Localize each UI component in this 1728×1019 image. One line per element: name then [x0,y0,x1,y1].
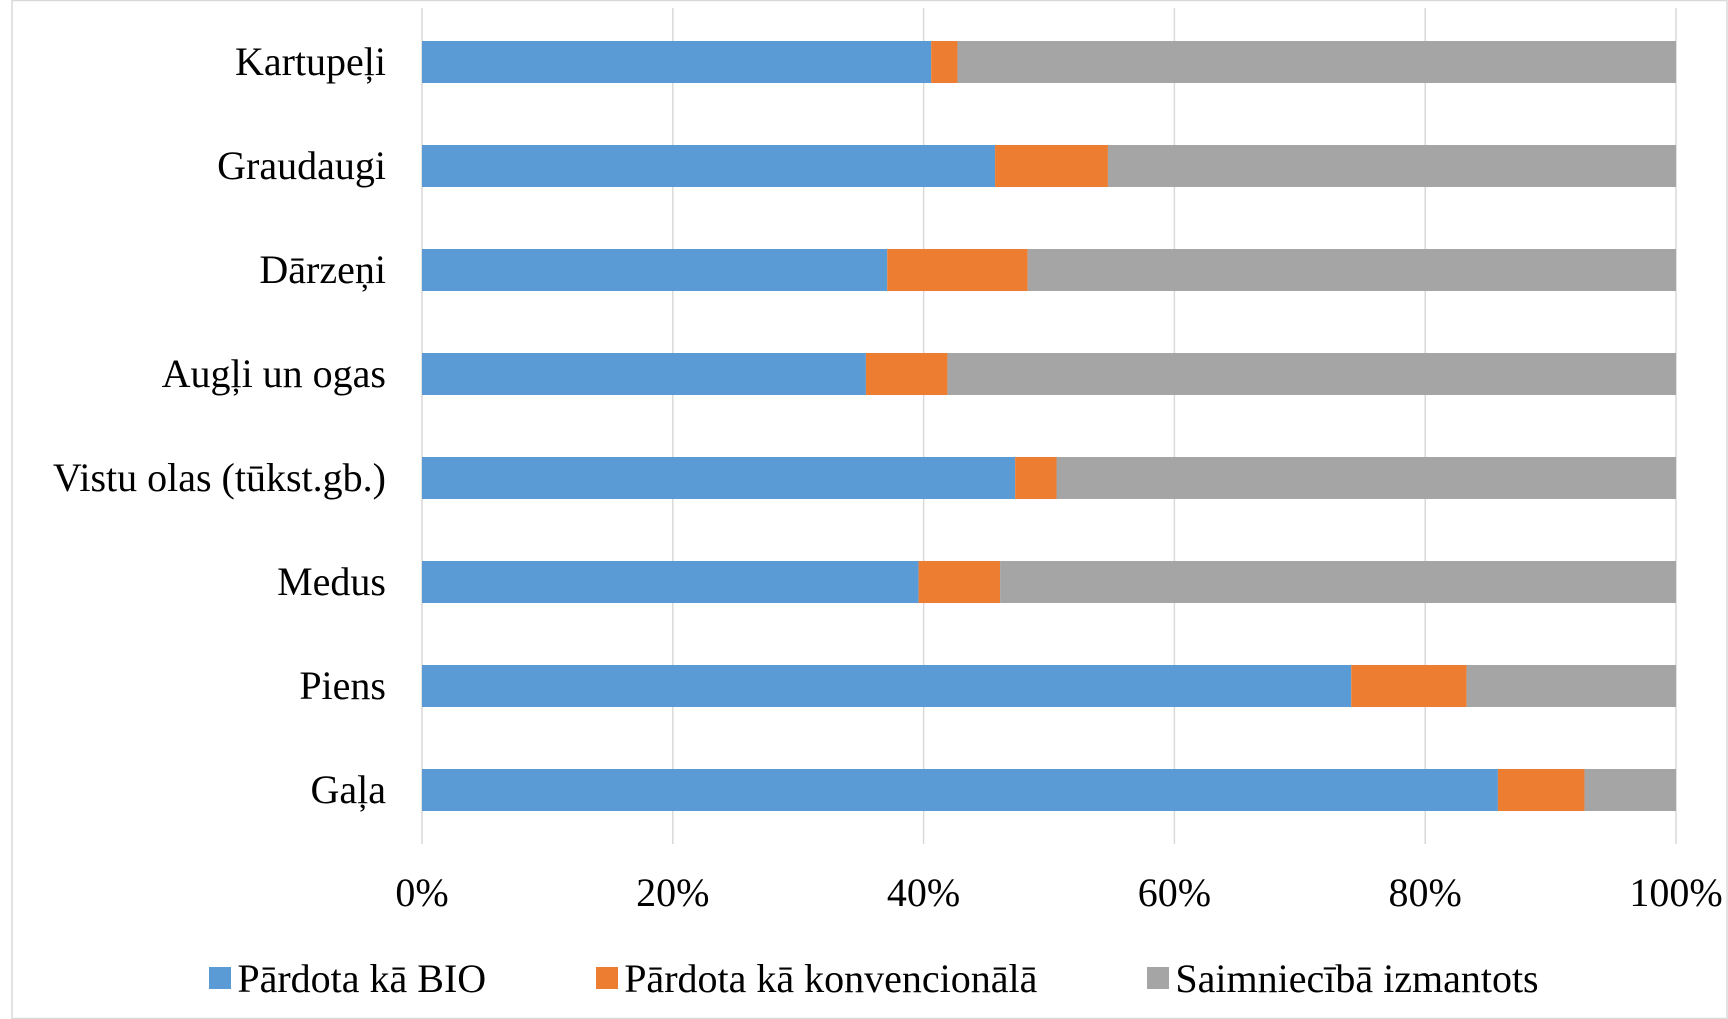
x-tick-label: 80% [1389,870,1462,915]
bar-segment-2 [995,145,1108,187]
category-label: Gaļa [310,767,386,812]
bar-segment-3 [1027,249,1676,291]
bar-segment-3 [1584,769,1676,811]
bar-segment-2 [887,249,1028,291]
category-label: Dārzeņi [259,247,386,292]
bar-segment-1 [422,353,866,395]
bar-segment-3 [947,353,1676,395]
x-tick-label: 100% [1629,870,1722,915]
legend-swatch [1147,967,1170,989]
legend-swatch [209,967,232,989]
bar-segment-1 [422,457,1016,499]
bar-segment-1 [422,145,996,187]
bar-segment-2 [918,561,1001,603]
bar-segment-1 [422,561,919,603]
bar-segment-2 [1497,769,1585,811]
legend-label: Pārdota kā konvencionālā [624,955,1038,1001]
category-label: Vistu olas (tūkst.gb.) [53,455,386,500]
legend-label: Saimniecībā izmantots [1175,955,1539,1001]
legend-item: Pārdota kā BIO [209,955,486,1002]
category-label: Augļi un ogas [162,351,386,396]
bar-segment-1 [422,249,888,291]
bar-segment-3 [1056,457,1676,499]
x-tick-label: 20% [636,870,709,915]
legend-label: Pārdota kā BIO [237,955,487,1001]
legend: Pārdota kā BIO Pārdota kā konvencionālā Sa… [0,948,1728,1008]
bar-segment-2 [1351,665,1467,707]
bar-segment-1 [422,41,932,83]
bar-segment-3 [957,41,1676,83]
x-tick-label: 60% [1138,870,1211,915]
legend-item: Saimniecībā izmantots [1147,955,1539,1002]
legend-item: Pārdota kā konvencionālā [596,955,1037,1002]
x-tick-label: 0% [395,870,448,915]
bar-segment-2 [931,41,958,83]
category-label: Kartupeļi [235,39,386,84]
bar-segment-3 [1107,145,1676,187]
bar-segment-2 [1015,457,1057,499]
category-label: Medus [277,559,386,604]
bar-segment-2 [865,353,948,395]
category-label: Graudaugi [217,143,386,188]
legend-swatch [596,967,619,989]
bar-segment-1 [422,769,1498,811]
bar-segment-3 [1466,665,1676,707]
bar-segment-3 [1000,561,1676,603]
x-tick-label: 40% [887,870,960,915]
bar-segment-1 [422,665,1352,707]
category-label: Piens [299,663,386,708]
